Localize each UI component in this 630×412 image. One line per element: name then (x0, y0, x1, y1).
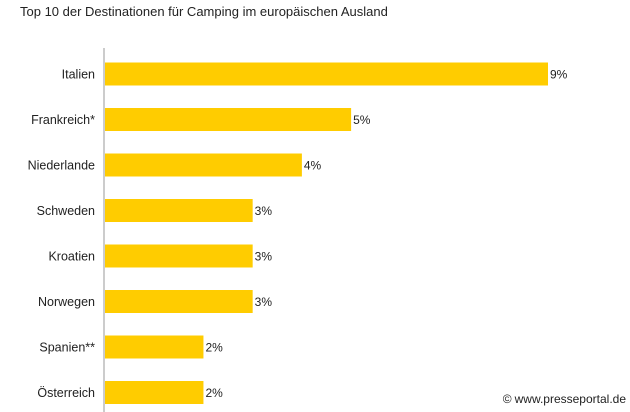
bar (105, 153, 302, 177)
bar (105, 244, 253, 268)
category-label: Österreich (37, 386, 95, 400)
bar (105, 290, 253, 313)
category-label: Italien (62, 68, 95, 82)
category-label: Norwegen (38, 295, 95, 309)
category-label: Niederlande (28, 159, 95, 173)
copyright-icon: © (502, 392, 512, 406)
bar (105, 108, 352, 131)
data-label: 2% (205, 341, 223, 355)
data-label: 3% (255, 295, 273, 309)
category-label: Schweden (37, 204, 95, 218)
bar (105, 335, 204, 359)
category-label: Spanien** (39, 341, 95, 355)
data-label: 4% (304, 159, 322, 173)
watermark: © www.presseportal.de (498, 392, 626, 406)
data-label: 5% (353, 113, 371, 127)
bar (105, 199, 253, 222)
watermark-text: www.presseportal.de (514, 392, 626, 406)
data-label: 3% (255, 250, 273, 264)
data-label: 9% (550, 68, 568, 82)
bar (105, 62, 548, 86)
bar (105, 381, 204, 404)
data-label: 2% (205, 386, 223, 400)
data-label: 3% (255, 204, 273, 218)
category-label: Frankreich* (31, 113, 95, 127)
chart-title: Top 10 der Destinationen für Camping im … (20, 4, 388, 19)
category-label: Kroatien (48, 250, 95, 264)
